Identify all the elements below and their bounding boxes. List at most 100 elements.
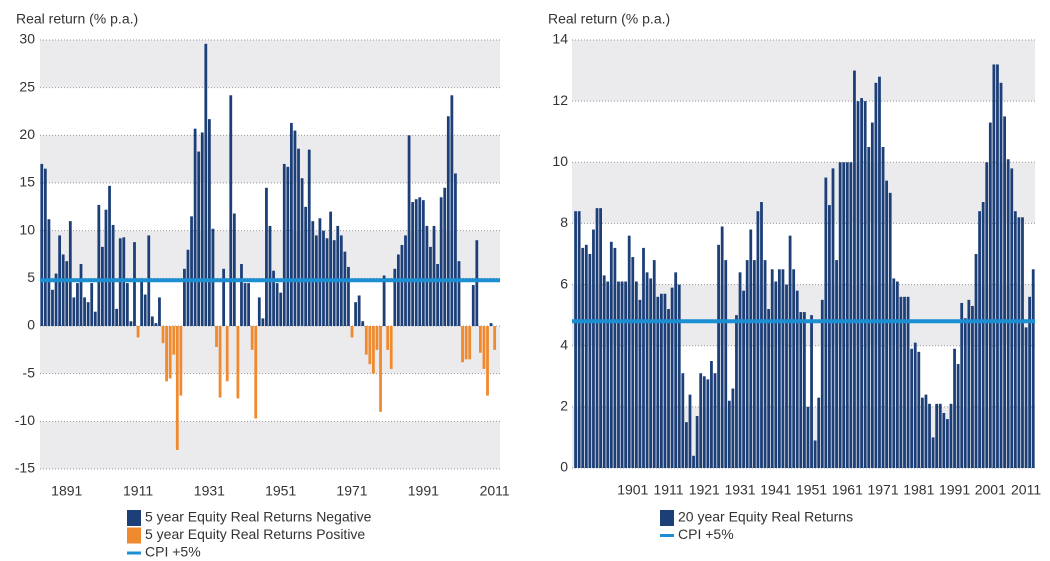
bar bbox=[429, 246, 432, 326]
grid-band bbox=[40, 40, 500, 88]
x-tick-label: 1931 bbox=[724, 482, 755, 498]
x-tick-label: 1931 bbox=[194, 483, 225, 499]
bar bbox=[999, 82, 1003, 469]
bar bbox=[920, 397, 924, 468]
bar bbox=[874, 82, 878, 469]
x-tick-label: 1991 bbox=[408, 483, 439, 499]
bar bbox=[960, 302, 964, 468]
bar bbox=[421, 200, 425, 326]
y-tick-label: -15 bbox=[15, 460, 35, 476]
bar bbox=[903, 296, 906, 468]
bar bbox=[606, 281, 610, 468]
bar bbox=[79, 264, 83, 326]
bar bbox=[652, 260, 656, 468]
bar bbox=[361, 321, 365, 326]
bar bbox=[158, 297, 161, 326]
bar bbox=[478, 326, 482, 353]
bar bbox=[574, 211, 577, 468]
bar bbox=[407, 135, 411, 326]
bar bbox=[290, 122, 293, 326]
bar bbox=[154, 323, 158, 326]
bar bbox=[717, 244, 720, 468]
bar bbox=[125, 283, 129, 326]
bar bbox=[418, 197, 422, 326]
bar bbox=[788, 235, 792, 468]
bar bbox=[1003, 116, 1007, 468]
bar bbox=[745, 260, 749, 468]
bar bbox=[211, 228, 215, 326]
bar bbox=[450, 95, 454, 326]
bar bbox=[820, 299, 824, 468]
bar bbox=[752, 260, 756, 468]
x-tick-label: 1941 bbox=[760, 482, 791, 498]
x-tick-label: 1921 bbox=[689, 482, 720, 498]
bar bbox=[54, 273, 58, 326]
bar bbox=[443, 187, 447, 326]
bar bbox=[97, 204, 101, 326]
bar bbox=[93, 311, 97, 326]
bar bbox=[928, 403, 931, 468]
bar bbox=[350, 326, 354, 338]
bar bbox=[688, 394, 692, 468]
bar bbox=[165, 326, 168, 382]
bar bbox=[953, 348, 956, 468]
bar bbox=[802, 312, 806, 468]
bar bbox=[68, 221, 72, 326]
legend-label: CPI +5% bbox=[145, 544, 201, 560]
bar bbox=[279, 292, 283, 326]
bar bbox=[692, 455, 695, 468]
bar bbox=[724, 260, 728, 468]
legend-label: 5 year Equity Real Returns Negative bbox=[145, 509, 372, 525]
bar bbox=[799, 312, 803, 468]
bar bbox=[389, 326, 393, 369]
bar bbox=[938, 403, 942, 468]
bar bbox=[624, 281, 628, 468]
bar bbox=[396, 254, 400, 326]
bar bbox=[386, 326, 390, 350]
x-tick-label: 2011 bbox=[480, 483, 510, 499]
bar bbox=[90, 283, 94, 326]
bar bbox=[699, 373, 703, 468]
bar bbox=[670, 287, 674, 468]
bar bbox=[727, 400, 731, 468]
bar bbox=[140, 278, 144, 326]
x-tick-label: 2011 bbox=[1011, 482, 1041, 498]
bar bbox=[1024, 327, 1028, 468]
bar bbox=[627, 235, 631, 468]
bar bbox=[856, 101, 860, 469]
x-tick-label: 1911 bbox=[123, 483, 153, 499]
bar bbox=[1031, 269, 1035, 468]
bar bbox=[240, 264, 243, 326]
bar bbox=[1017, 217, 1021, 468]
bar bbox=[667, 309, 670, 468]
bar bbox=[863, 101, 867, 469]
bar bbox=[781, 269, 785, 468]
bar bbox=[756, 211, 760, 468]
bar bbox=[817, 397, 821, 468]
bar bbox=[493, 326, 497, 350]
bar bbox=[584, 244, 588, 468]
bar bbox=[645, 272, 649, 468]
bar bbox=[475, 240, 479, 326]
bar bbox=[143, 294, 147, 326]
bar bbox=[197, 151, 201, 326]
bar bbox=[899, 296, 903, 468]
legend-label: 20 year Equity Real Returns bbox=[678, 509, 853, 525]
bar bbox=[663, 293, 667, 468]
bar bbox=[286, 166, 290, 326]
bar bbox=[282, 163, 286, 326]
bar bbox=[785, 284, 788, 468]
bar bbox=[770, 269, 774, 468]
bar bbox=[792, 269, 796, 468]
bar bbox=[599, 208, 602, 468]
bar bbox=[674, 272, 678, 468]
bar bbox=[190, 216, 193, 326]
bar bbox=[200, 132, 204, 326]
bar bbox=[357, 295, 361, 326]
bar bbox=[702, 376, 706, 468]
bar bbox=[638, 299, 642, 468]
bar bbox=[136, 326, 140, 338]
y-tick-label: 15 bbox=[19, 174, 35, 190]
bar bbox=[379, 326, 382, 412]
bar bbox=[354, 302, 357, 326]
